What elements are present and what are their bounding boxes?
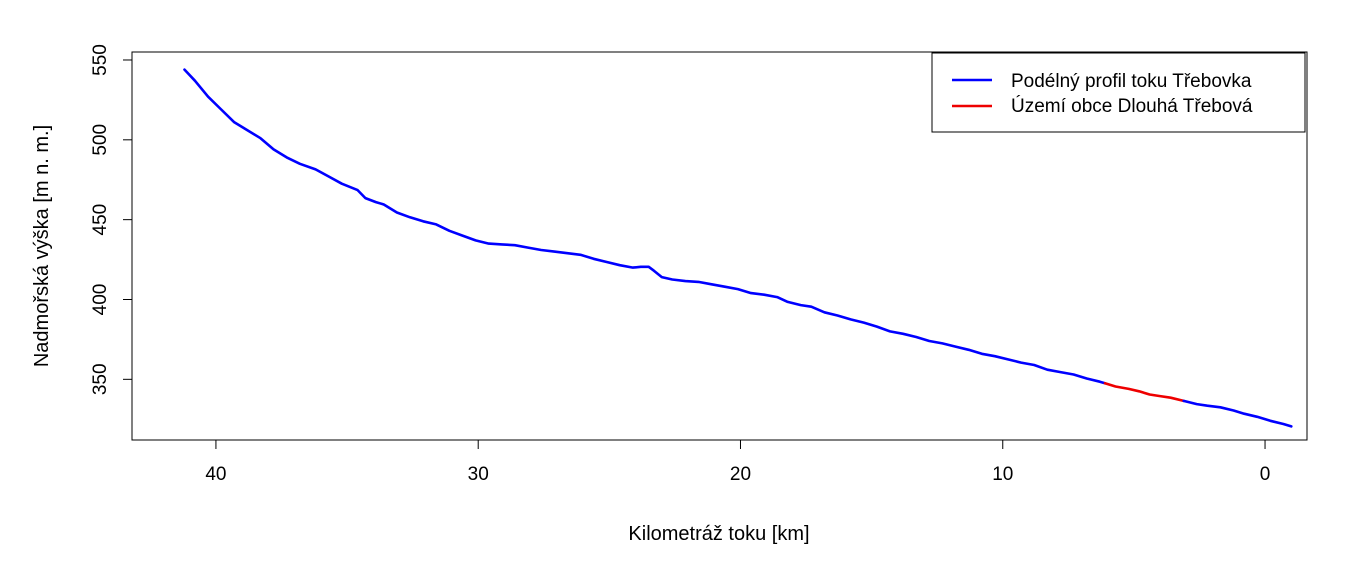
plot-frame (131, 51, 1308, 441)
data-lines (183, 68, 1293, 428)
x-tick-label-2: 20 (730, 464, 751, 485)
legend-box (931, 52, 1306, 133)
y-tick-label-3: 500 (90, 124, 111, 156)
series-line-2 (1182, 399, 1293, 428)
y-tick-label-2: 450 (90, 204, 111, 236)
y-tick-label-4: 550 (90, 44, 111, 76)
x-axis-label: Kilometráž toku [km] (628, 523, 809, 545)
axis-ticks: 40 30 20 10 0 350 400 450 500 550 (90, 44, 1270, 485)
x-tick-label-0: 40 (205, 464, 226, 485)
y-axis-label: Nadmořská výška [m n. m.] (31, 125, 53, 367)
series-line-0 (183, 68, 1107, 385)
x-tick-label-1: 30 (468, 464, 489, 485)
x-tick-label-3: 10 (992, 464, 1013, 485)
legend: Podélný profil toku Třebovka Území obce … (931, 52, 1306, 133)
legend-entry-municipality: Území obce Dlouhá Třebová (1011, 95, 1253, 117)
series-line-1 (1103, 382, 1185, 403)
x-tick-label-4: 0 (1260, 464, 1271, 485)
y-tick-label-0: 350 (90, 363, 111, 395)
legend-entry-profile: Podélný profil toku Třebovka (1011, 71, 1252, 92)
y-tick-label-1: 400 (90, 284, 111, 316)
